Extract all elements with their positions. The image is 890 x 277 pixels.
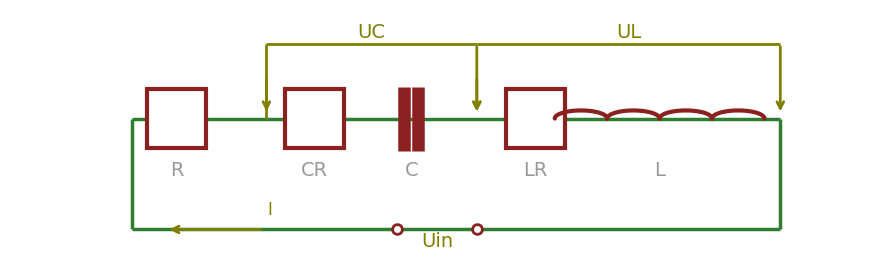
- FancyBboxPatch shape: [148, 89, 206, 148]
- Text: R: R: [170, 161, 183, 180]
- FancyBboxPatch shape: [286, 89, 344, 148]
- Text: I: I: [268, 201, 272, 219]
- Text: LR: LR: [523, 161, 547, 180]
- Text: C: C: [404, 161, 418, 180]
- Text: L: L: [654, 161, 665, 180]
- Text: UC: UC: [358, 23, 385, 42]
- Text: Uin: Uin: [421, 232, 453, 251]
- FancyBboxPatch shape: [506, 89, 565, 148]
- Text: UL: UL: [616, 23, 641, 42]
- Text: CR: CR: [301, 161, 328, 180]
